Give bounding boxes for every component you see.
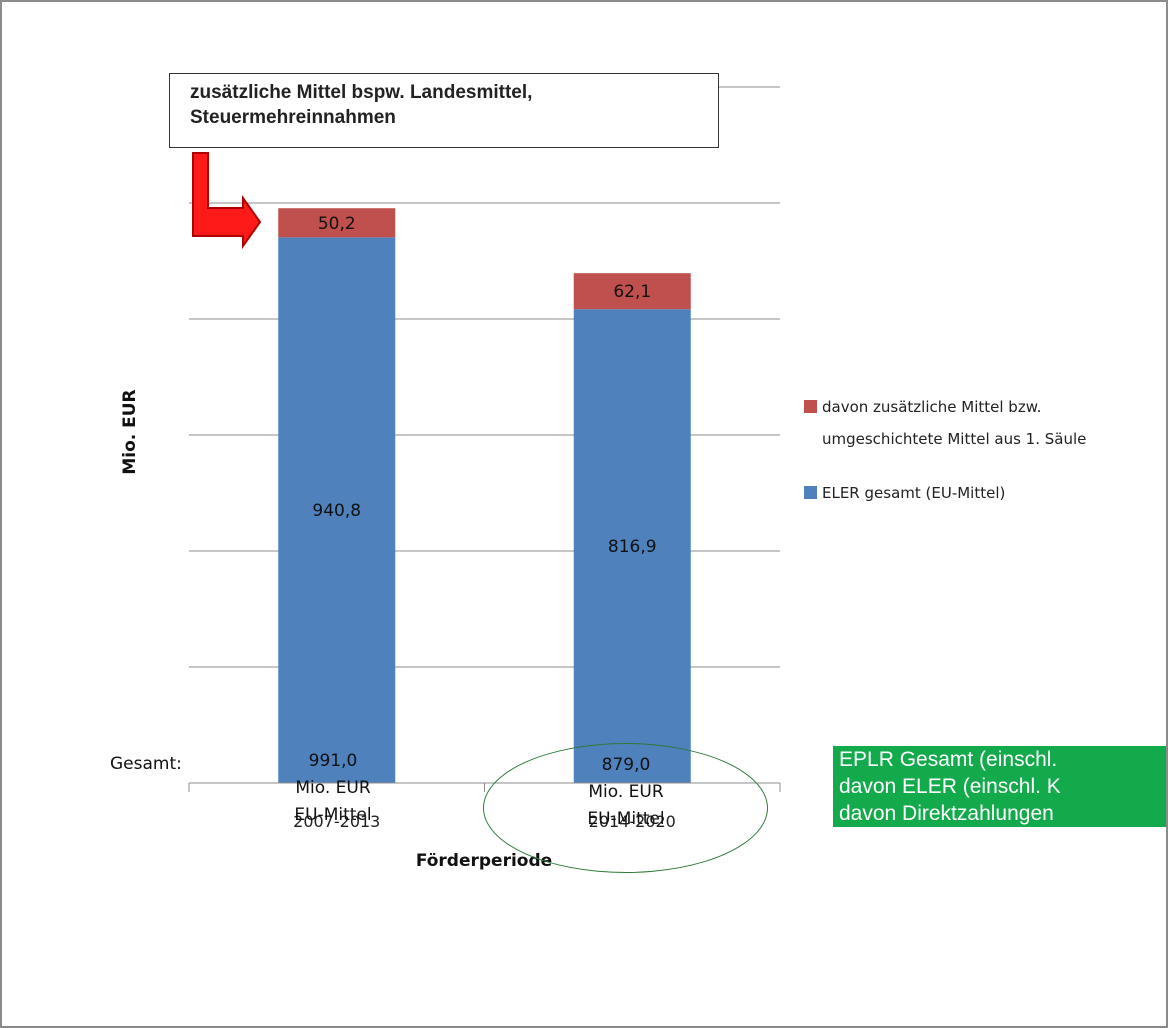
bar-segment bbox=[278, 237, 396, 783]
legend-label: umgeschichtete Mittel aus 1. Säule bbox=[822, 430, 1086, 448]
legend-label: davon zusätzliche Mittel bzw. bbox=[822, 398, 1041, 416]
legend-swatch bbox=[804, 486, 817, 499]
total-source: EU-Mittel bbox=[294, 805, 372, 825]
bar-segment bbox=[573, 309, 691, 783]
green-box-line-1: EPLR Gesamt (einschl. bbox=[833, 746, 1166, 773]
bar-value-label: 62,1 bbox=[613, 282, 651, 302]
total-label: Gesamt: bbox=[110, 754, 182, 774]
legend-label: ELER gesamt (EU-Mittel) bbox=[822, 484, 1005, 502]
bar-value-label: 50,2 bbox=[318, 214, 356, 234]
bar-segment bbox=[278, 208, 396, 238]
x-tick-label: 2007-2013 bbox=[293, 812, 380, 831]
total-unit: Mio. EUR bbox=[588, 782, 664, 802]
callout-line-1: zusätzliche Mittel bspw. Landesmittel, bbox=[190, 82, 533, 103]
x-axis-title: Förderperiode bbox=[416, 851, 552, 871]
green-box-line-3: davon Direktzahlungen bbox=[833, 800, 1166, 827]
y-axis-title: Mio. EUR bbox=[120, 389, 140, 474]
bar-value-label: 816,9 bbox=[608, 537, 657, 557]
bar-value-label: 940,8 bbox=[312, 501, 361, 521]
green-box-line-2: davon ELER (einschl. K bbox=[833, 773, 1166, 800]
total-value: 879,0 bbox=[601, 755, 651, 775]
total-value: 991,0 bbox=[308, 751, 358, 771]
callout-box: zusätzliche Mittel bspw. Landesmittel, S… bbox=[169, 73, 719, 148]
legend-swatch bbox=[804, 400, 817, 413]
callout-line-2: Steuermehreinnahmen bbox=[190, 107, 396, 128]
red-arrow-icon bbox=[192, 152, 262, 250]
highlight-oval bbox=[483, 743, 768, 873]
total-2007-2013: 991,0 Mio. EUR EU-Mittel bbox=[278, 748, 388, 829]
total-unit: Mio. EUR bbox=[295, 778, 371, 798]
total-source: EU-Mittel bbox=[587, 809, 665, 829]
total-2014-2020: 879,0 Mio. EUR EU-Mittel bbox=[571, 752, 681, 833]
bar-segment bbox=[573, 273, 691, 310]
